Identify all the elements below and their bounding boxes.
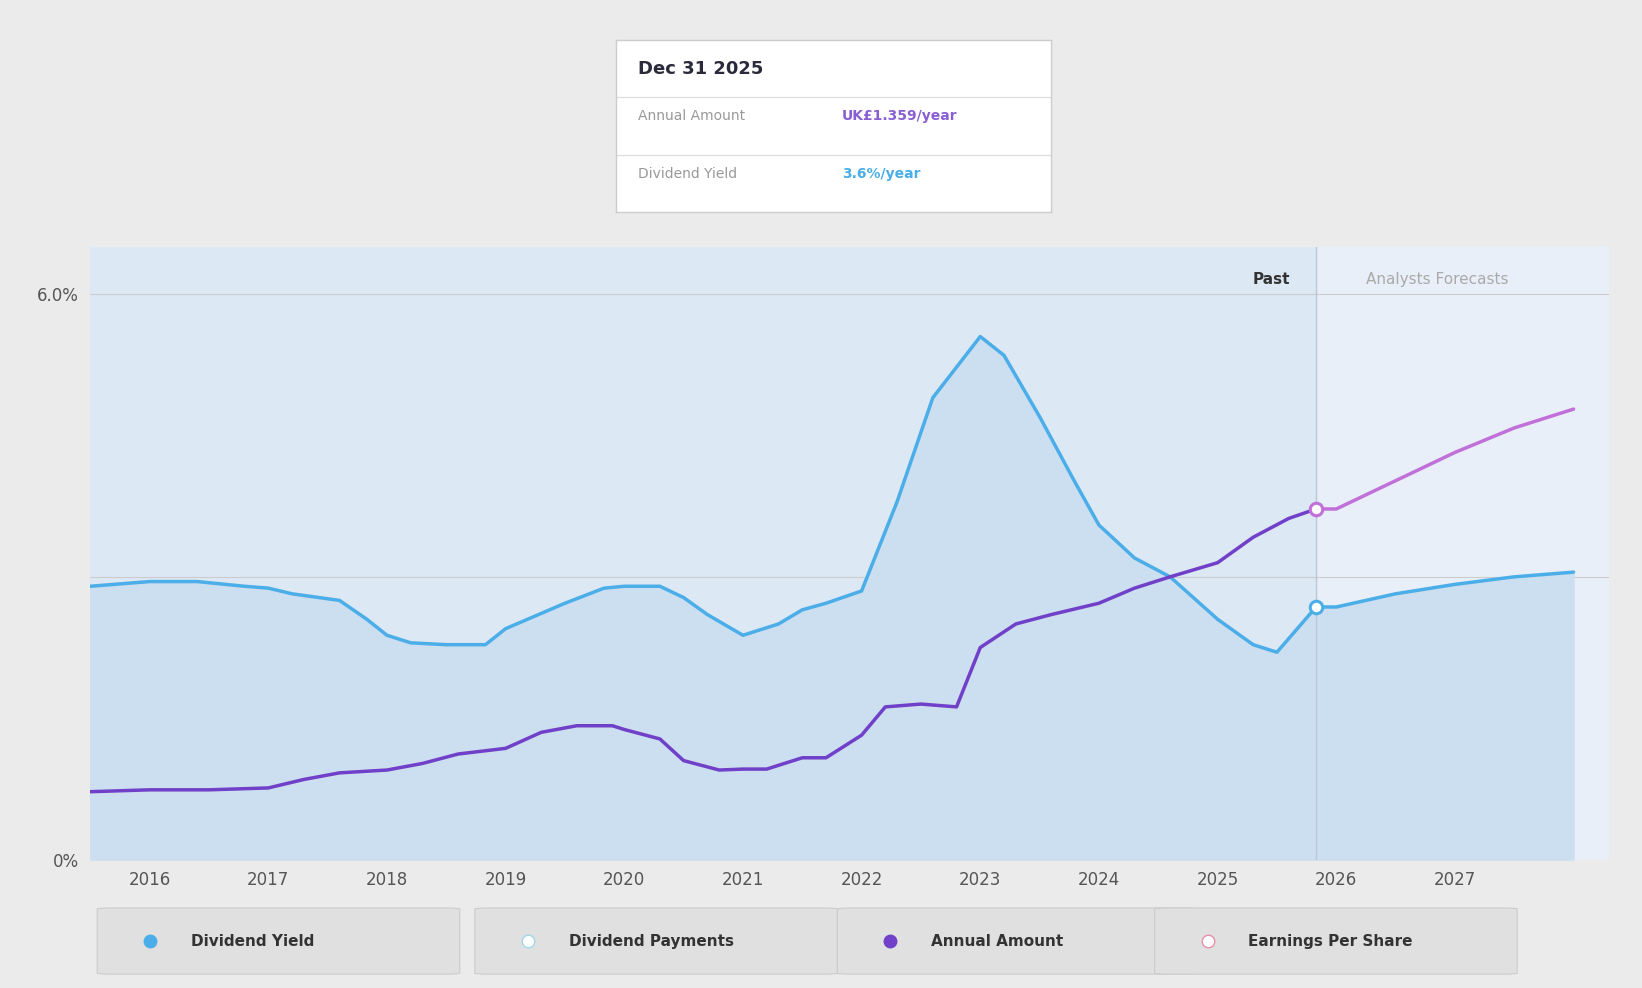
Text: Earnings Per Share: Earnings Per Share (1248, 934, 1412, 948)
Text: Dividend Yield: Dividend Yield (637, 168, 737, 182)
FancyBboxPatch shape (97, 908, 460, 974)
Text: Annual Amount: Annual Amount (931, 934, 1064, 948)
Text: Past: Past (1253, 272, 1289, 287)
FancyBboxPatch shape (475, 908, 837, 974)
Text: Dividend Yield: Dividend Yield (190, 934, 314, 948)
Text: 3.6%/year: 3.6%/year (842, 168, 921, 182)
Text: Analysts Forecasts: Analysts Forecasts (1366, 272, 1509, 287)
FancyBboxPatch shape (837, 908, 1200, 974)
Bar (1317, 247, 1609, 860)
Text: Dividend Payments: Dividend Payments (568, 934, 734, 948)
FancyBboxPatch shape (1154, 908, 1517, 974)
Text: UK£1.359/year: UK£1.359/year (842, 109, 957, 123)
Text: Annual Amount: Annual Amount (637, 109, 744, 123)
Text: Dec 31 2025: Dec 31 2025 (637, 60, 764, 78)
